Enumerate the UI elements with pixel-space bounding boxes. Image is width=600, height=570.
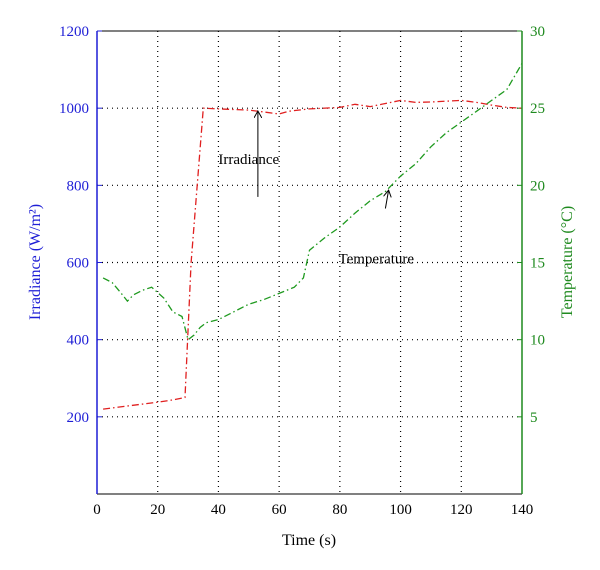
series-line-temperature <box>102 63 523 341</box>
x-tick-label: 60 <box>272 502 287 518</box>
left-tick-label: 200 <box>67 410 90 426</box>
x-tick-label: 120 <box>450 502 473 518</box>
x-tick-label: 140 <box>511 502 534 518</box>
left-y-axis-ticks: 200 400 600 800 1000 1200 <box>59 24 102 426</box>
x-tick-label: 0 <box>93 502 101 518</box>
series-layer <box>102 63 523 410</box>
right-tick-label: 25 <box>530 101 545 117</box>
left-tick-label: 1200 <box>59 24 89 40</box>
annotation-arrow <box>385 191 388 209</box>
left-tick-label: 800 <box>67 178 90 194</box>
annotation-layer: Irradiance Temperature <box>218 112 414 268</box>
right-tick-label: 20 <box>530 178 545 194</box>
x-axis-ticks: 0 20 40 60 80 100 120 140 <box>93 502 533 518</box>
left-y-axis-label: Irradiance (W/m²) <box>27 204 44 320</box>
left-tick-label: 400 <box>67 333 90 349</box>
series-line-irradiance <box>103 99 523 410</box>
x-axis-label: Time (s) <box>282 532 336 549</box>
x-tick-label: 40 <box>211 502 226 518</box>
right-tick-label: 30 <box>530 24 545 40</box>
x-tick-label: 20 <box>150 502 165 518</box>
x-tick-label: 80 <box>332 502 347 518</box>
right-tick-label: 5 <box>530 410 538 426</box>
x-tick-label: 100 <box>389 502 412 518</box>
right-y-axis-ticks: 5 10 15 20 25 30 <box>517 24 545 426</box>
right-tick-label: 10 <box>530 333 545 349</box>
left-tick-label: 600 <box>67 256 90 272</box>
right-y-axis-label: Temperature (°C) <box>559 206 576 318</box>
annotation-label-temperature: Temperature <box>338 252 414 268</box>
grid <box>97 31 522 494</box>
annotation-label-irradiance: Irradiance <box>218 152 279 168</box>
right-tick-label: 15 <box>530 256 545 272</box>
left-tick-label: 1000 <box>59 101 89 117</box>
